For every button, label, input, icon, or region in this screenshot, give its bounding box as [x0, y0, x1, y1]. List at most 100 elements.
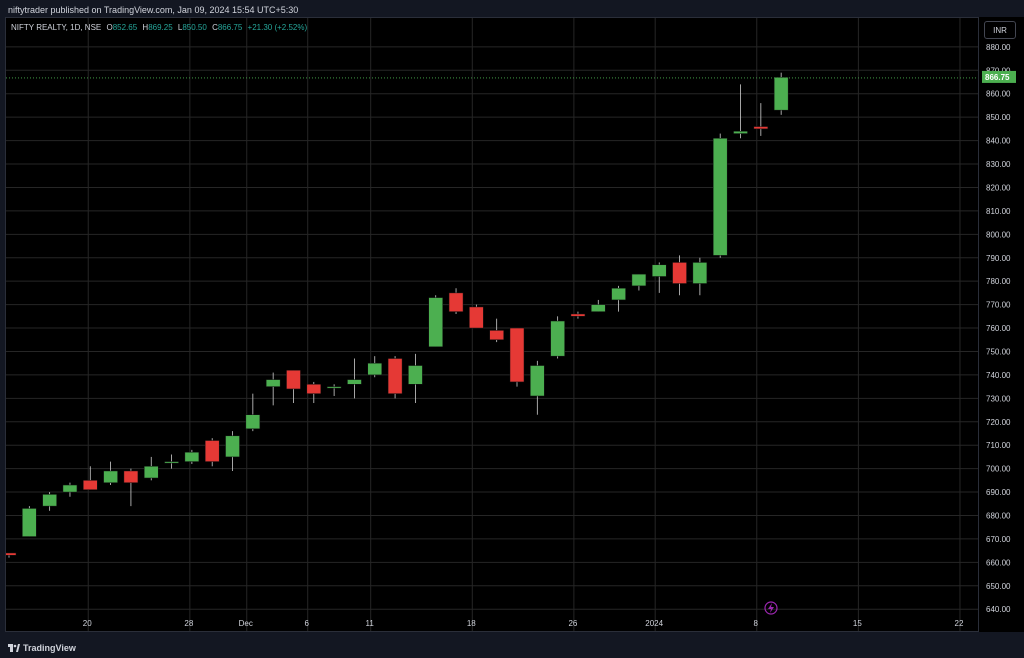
- candle-body: [184, 451, 200, 462]
- close-value: 866.75: [217, 23, 243, 32]
- candlestick-chart: [1, 18, 978, 631]
- candle-body: [530, 365, 545, 397]
- y-tick-label: 780.00: [986, 277, 1011, 286]
- candle-body: [509, 327, 525, 383]
- x-tick-label: 28: [184, 619, 193, 628]
- y-tick-label: 730.00: [986, 394, 1011, 403]
- y-tick-label: 830.00: [986, 160, 1011, 169]
- candle-body: [692, 262, 708, 284]
- candle-body: [306, 384, 322, 394]
- candle-body: [428, 297, 443, 348]
- candle-body: [387, 358, 403, 394]
- open-label: O: [106, 23, 113, 32]
- candle-body: [591, 304, 606, 312]
- close-label: C: [212, 23, 218, 32]
- open-value: 852.65: [112, 23, 138, 32]
- candle-body: [22, 508, 37, 537]
- candle-body: [164, 461, 179, 464]
- x-tick-label: 8: [754, 619, 759, 628]
- x-tick-label: 6: [304, 619, 309, 628]
- candle-body: [448, 292, 464, 312]
- y-tick-label: 880.00: [986, 43, 1011, 52]
- y-tick-label: 870.00: [986, 66, 1011, 75]
- price-axis-svg: 640.00 650.00 660.00 670.00 680.00 690.00 700.…: [982, 43, 1016, 614]
- candle-body: [550, 320, 565, 357]
- candle-body: [103, 470, 118, 483]
- candle-body: [570, 313, 586, 317]
- candle-body: [225, 435, 240, 458]
- x-tick-label: 11: [366, 619, 375, 628]
- symbol-title: NIFTY REALTY, 1D, NSE: [11, 23, 102, 32]
- tradingview-logo[interactable]: TradingView: [8, 643, 76, 653]
- footer-bar: [0, 640, 1024, 658]
- x-tick-label: 26: [568, 619, 577, 628]
- candle-body: [1, 552, 17, 556]
- candle-body: [245, 414, 261, 430]
- x-tick-label: 15: [853, 619, 862, 628]
- y-tick-label: 720.00: [986, 418, 1011, 427]
- y-tick-label: 680.00: [986, 511, 1011, 520]
- candle-body: [204, 440, 220, 462]
- y-tick-label: 710.00: [986, 441, 1011, 450]
- candle-body: [123, 470, 139, 483]
- tradingview-logo-icon: [8, 644, 20, 652]
- candle-body: [712, 138, 728, 256]
- y-tick-label: 810.00: [986, 207, 1011, 216]
- candle-body: [733, 130, 748, 134]
- last-price-label: 866.75: [985, 73, 1010, 82]
- price-axis[interactable]: 640.00 650.00 660.00 670.00 680.00 690.00 700.…: [979, 17, 1024, 632]
- candle-body: [469, 306, 484, 329]
- symbol-legend: NIFTY REALTY, 1D, NSE O852.65 H869.25 L8…: [11, 23, 310, 32]
- candle-body: [143, 466, 159, 479]
- candle-body: [773, 77, 789, 111]
- y-tick-label: 740.00: [986, 371, 1011, 380]
- publisher-caption: niftytrader published on TradingView.com…: [8, 5, 299, 15]
- y-tick-label: 790.00: [986, 254, 1011, 263]
- candle-body: [489, 330, 504, 341]
- candle-body: [631, 273, 647, 287]
- y-tick-label: 840.00: [986, 137, 1011, 146]
- y-tick-label: 640.00: [986, 605, 1011, 614]
- high-label: H: [142, 23, 149, 32]
- x-tick-label: 2024: [645, 619, 663, 628]
- candle-body: [408, 365, 423, 385]
- tradingview-brand: TradingView: [23, 643, 76, 653]
- y-tick-label: 690.00: [986, 488, 1011, 497]
- candle-body: [753, 126, 769, 130]
- y-tick-label: 750.00: [986, 347, 1011, 356]
- x-tick-label: 20: [83, 619, 92, 628]
- time-axis[interactable]: 20 28 Dec 6 11 18 26 2024 8 15 22: [5, 614, 979, 632]
- y-tick-label: 820.00: [986, 183, 1011, 192]
- candle-body: [62, 484, 78, 493]
- high-value: 869.25: [148, 23, 173, 32]
- x-tick-label: 18: [467, 619, 476, 628]
- x-tick-label: 22: [955, 619, 964, 628]
- low-value: 850.50: [182, 23, 207, 32]
- y-tick-label: 670.00: [986, 535, 1011, 544]
- y-tick-label: 660.00: [986, 558, 1011, 567]
- currency-button[interactable]: INR: [984, 21, 1016, 39]
- candle-body: [265, 379, 281, 387]
- candle-body: [42, 494, 57, 507]
- candle-body: [83, 480, 98, 490]
- candle-body: [672, 262, 687, 284]
- change-value: +21.30 (+2.52%): [247, 23, 308, 32]
- y-tick-label: 800.00: [986, 230, 1011, 239]
- candle-body: [367, 362, 383, 376]
- chart-plot-area[interactable]: [1, 17, 979, 632]
- candle-body: [326, 386, 342, 389]
- y-tick-label: 860.00: [986, 90, 1011, 99]
- y-tick-label: 650.00: [986, 582, 1011, 591]
- y-tick-label: 770.00: [986, 301, 1011, 310]
- last-price-tag: [982, 70, 1016, 83]
- time-axis-svg: 20 28 Dec 6 11 18 26 2024 8 15 22: [83, 619, 964, 628]
- candle-body: [611, 287, 626, 301]
- y-tick-label: 850.00: [986, 113, 1011, 122]
- candle-body: [286, 369, 301, 390]
- x-tick-label: Dec: [239, 619, 253, 628]
- candle-body: [651, 264, 667, 277]
- lightning-icon[interactable]: [764, 601, 778, 615]
- y-tick-label: 700.00: [986, 465, 1011, 474]
- candle-body: [347, 379, 362, 385]
